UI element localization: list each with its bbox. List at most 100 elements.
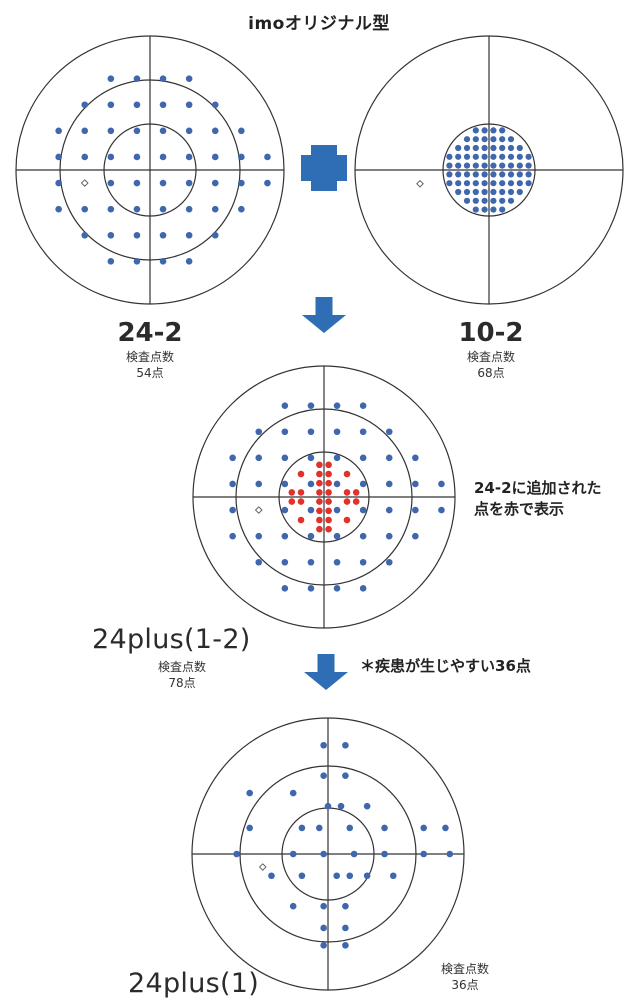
panel-24plus12-added-test-point [325, 525, 332, 533]
panel-102-test-point [481, 153, 488, 160]
panel-102-test-point [507, 153, 515, 160]
panel-24plus12-test-point [307, 506, 315, 514]
panel-24plus12-test-point [333, 585, 341, 592]
panel-242-test-point [81, 231, 89, 239]
panel-24plus1-test-point [342, 741, 349, 749]
panel-102-test-point [472, 136, 479, 143]
panel-102-test-point [463, 153, 471, 160]
panel-24plus1-test-point [363, 802, 371, 810]
panel-24plus1-test-point [289, 789, 297, 797]
panel-24plus12-added-test-point [297, 498, 305, 505]
panel-24plus12-test-point [438, 480, 445, 488]
panel-24plus1-test-point [324, 802, 332, 810]
panel-242-test-point [185, 205, 193, 213]
panel-24plus1-test-point [268, 872, 275, 880]
panel-24plus1-test-point [346, 824, 354, 832]
panel-24plus1-test-point [333, 872, 341, 880]
panel-242-test-point [159, 231, 167, 239]
panel-24plus12-added-test-point [288, 498, 296, 505]
panel-24plus12-test-point [333, 480, 341, 488]
panel-24plus12-added-test-point [325, 461, 332, 469]
panel-242-count-label: 検査点数 [125, 350, 174, 364]
panel-24plus1-test-point [342, 942, 349, 949]
panel-24plus12-test-point [359, 558, 367, 566]
panel-24plus1-test-point [389, 872, 397, 880]
panel-102-test-point [490, 180, 497, 187]
panel-242-name: 24-2 [117, 318, 183, 348]
panel-102-test-point [463, 188, 471, 196]
panel-242-test-point [55, 153, 62, 161]
panel-102-test-point [499, 162, 506, 169]
panel-102-test-point [455, 153, 462, 160]
panel-24plus12-test-point [412, 532, 419, 540]
panel-102-test-point [525, 171, 532, 178]
panel-24plus12-added-test-point [316, 470, 323, 478]
panel-102-test-point [516, 162, 523, 169]
panel-24plus12-added-test-point [288, 489, 296, 496]
panel-102-test-point [525, 153, 532, 160]
panel-242-test-point [107, 179, 115, 187]
panel-24plus12-test-point [385, 532, 393, 540]
panel-242-test-point [55, 205, 62, 213]
panel-24plus12-test-point [307, 558, 315, 566]
panel-102-test-point [507, 197, 515, 204]
panel-24plus12-name: 24plus(1-2) [92, 624, 251, 655]
panel-102-test-point [455, 188, 462, 196]
panel-102-test-point [507, 188, 515, 196]
panel-24plus1-test-point [446, 850, 454, 858]
panel-242-test-point [264, 179, 271, 187]
panel-242-test-point [107, 75, 115, 82]
panel-24plus1-test-point [342, 902, 349, 910]
panel-24plus12-test-point [333, 506, 341, 514]
panel-102-test-point [490, 188, 497, 196]
panel-242-test-point [211, 153, 219, 161]
panel-24plus1-test-point [320, 741, 327, 749]
panel-242-test-point [133, 75, 141, 82]
panel-102-test-point [507, 171, 515, 178]
panel-24plus12-test-point [359, 454, 367, 462]
panel-242-test-point [133, 231, 141, 239]
panel-242-test-point [185, 258, 193, 265]
panel-102-test-point [499, 136, 506, 143]
panel-24plus12-test-point [229, 532, 236, 540]
panel-24plus12-test-point [307, 454, 315, 462]
panel-102-test-point [481, 136, 488, 143]
panel-102-test-point [499, 188, 506, 196]
panel-242-test-point [211, 231, 219, 239]
panel-242-test-point [133, 153, 141, 161]
panel-102-test-point [507, 136, 515, 143]
panel-102-count-label: 検査点数 [466, 350, 515, 364]
panel-102-test-point [499, 153, 506, 160]
panel-24plus12-test-point [255, 428, 263, 436]
panel-102-test-point [463, 144, 471, 152]
panel-24plus12-test-point [333, 558, 341, 566]
panel-24plus1-test-point [246, 789, 253, 797]
panel-24plus12-count-label: 検査点数 [157, 660, 206, 674]
panel-242-test-point [185, 153, 193, 161]
panel-102-test-point [446, 180, 453, 187]
panel-24plus1-test-point [316, 824, 323, 832]
panel-24plus12-added-test-point [343, 498, 351, 505]
panel-24plus12-test-point [412, 454, 419, 462]
panel-102-test-point [455, 144, 462, 152]
panel-24plus12-test-point [281, 585, 289, 592]
panel-24plus12-added-test-point [297, 470, 305, 478]
panel-102-test-point [472, 197, 479, 204]
panel-102-test-point [481, 188, 488, 196]
panel-242-test-point [133, 205, 141, 213]
panel-242-test-point [211, 179, 219, 187]
panel-24plus12-test-point [281, 558, 289, 566]
panel-102-test-point [481, 180, 488, 187]
panel-242-test-point [133, 127, 141, 135]
panel-242-test-point [185, 127, 193, 135]
panel-102-test-point [516, 188, 523, 196]
panel-102-test-point [472, 171, 479, 178]
panel-24plus12-test-point [255, 558, 263, 566]
panel-24plus1-test-point [289, 850, 297, 858]
panel-24plus12-test-point [333, 532, 341, 540]
panel-24plus12-added-test-point [325, 507, 332, 515]
panel-102-test-point [499, 180, 506, 187]
panel-24plus12-test-point [359, 480, 367, 488]
panel-24plus1-test-point [233, 850, 240, 858]
panel-24plus1-test-point [298, 872, 306, 880]
